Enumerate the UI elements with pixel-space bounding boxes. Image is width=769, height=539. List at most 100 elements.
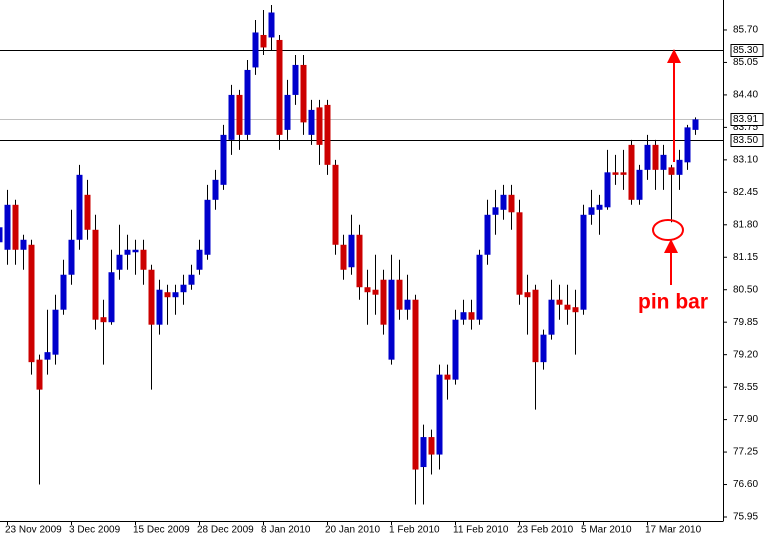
candle-body [164,292,171,298]
y-tick-label: 79.85 [733,317,758,328]
candle-body [300,64,307,123]
candle-body [436,374,443,455]
candle-body [100,317,107,323]
candle-body [84,194,91,230]
candle-body [268,12,275,38]
candle-body [156,289,163,325]
candle-body [340,244,347,270]
y-tick-label: 77.90 [733,414,758,425]
candle-body [604,172,611,208]
candle-body [556,299,563,305]
price-label: 83.50 [733,135,758,146]
candle-body [124,249,131,255]
candle-body [692,119,699,130]
candle-body [372,289,379,295]
y-tick-label: 83.75 [733,122,758,133]
candle-body [76,174,83,240]
y-tick-label: 85.05 [733,57,758,68]
x-tick-label: 23 Nov 2009 [5,525,62,536]
candle-body [388,279,395,360]
candle-body [540,334,547,363]
candle-body [292,64,299,95]
pin-bar-markers [652,49,684,285]
plot-area [0,4,723,505]
candle-body [620,172,627,175]
candle-body [108,272,115,323]
candle-body [484,214,491,255]
candle-body [652,144,659,170]
candle-body [404,299,411,310]
candle-body [52,309,59,355]
candle-body [420,437,427,468]
candle-body [660,154,667,170]
y-tick-label: 81.15 [733,252,758,263]
y-tick-label: 76.60 [733,479,758,490]
candle-body [516,212,523,295]
candle-body [308,109,315,135]
candle-body [636,169,643,200]
candle-body [364,287,371,293]
candle-body [580,214,587,310]
candle-body [316,107,323,145]
candle-body [244,69,251,135]
pin-bar-circle [652,219,684,241]
candle-body [236,94,243,135]
x-tick-label: 28 Dec 2009 [197,525,254,536]
candle-body [676,159,683,175]
candle-body [188,274,195,285]
candle-body [684,127,691,163]
candle-body [612,172,619,175]
candle-body [140,249,147,270]
candle-body [668,167,675,175]
y-tick-label: 77.25 [733,447,758,458]
y-tick-label: 80.50 [733,284,758,295]
candle-body [508,194,515,213]
x-tick-label: 17 Mar 2010 [645,525,702,536]
y-tick-label: 79.20 [733,349,758,360]
candle-body [228,94,235,140]
candle-body [628,144,635,200]
y-tick-label: 78.55 [733,382,758,393]
candle-body [284,94,291,130]
candle-body [132,249,139,253]
candle-body [60,274,67,310]
x-tick-label: 11 Feb 2010 [453,525,509,536]
candle-body [532,289,539,363]
candle-body [92,229,99,320]
x-tick-label: 20 Jan 2010 [325,525,380,536]
x-tick-label: 23 Feb 2010 [517,525,574,536]
y-tick-label: 75.95 [733,512,758,523]
candle-body [20,239,27,250]
arrow-head [667,49,681,63]
candle-body [324,104,331,165]
candle-body [180,284,187,293]
candle-body [564,304,571,310]
candle-body [68,239,75,275]
candle-body [356,234,363,288]
candle-body [476,254,483,320]
candle-body [588,207,595,215]
candle-body [500,194,507,210]
candle-body [116,254,123,270]
x-tick-label: 8 Jan 2010 [261,525,311,536]
candle-body [252,32,259,68]
price-label-box [730,134,764,147]
candle-body [380,279,387,325]
y-tick-label: 82.45 [733,187,758,198]
candle-body [572,307,579,313]
y-tick-label: 83.10 [733,154,758,165]
candle-body [468,312,475,320]
price-label-box [730,44,764,57]
annotation: pin bar [638,291,708,314]
candle-body [444,374,451,380]
candle-body [452,319,459,380]
candle-body [12,204,19,250]
y-tick-label: 84.40 [733,90,758,101]
candle-body [412,299,419,470]
candle-body [460,312,467,320]
y-tick-label: 85.70 [733,25,758,36]
candle-body [196,249,203,270]
x-tick-label: 1 Feb 2010 [389,525,440,536]
